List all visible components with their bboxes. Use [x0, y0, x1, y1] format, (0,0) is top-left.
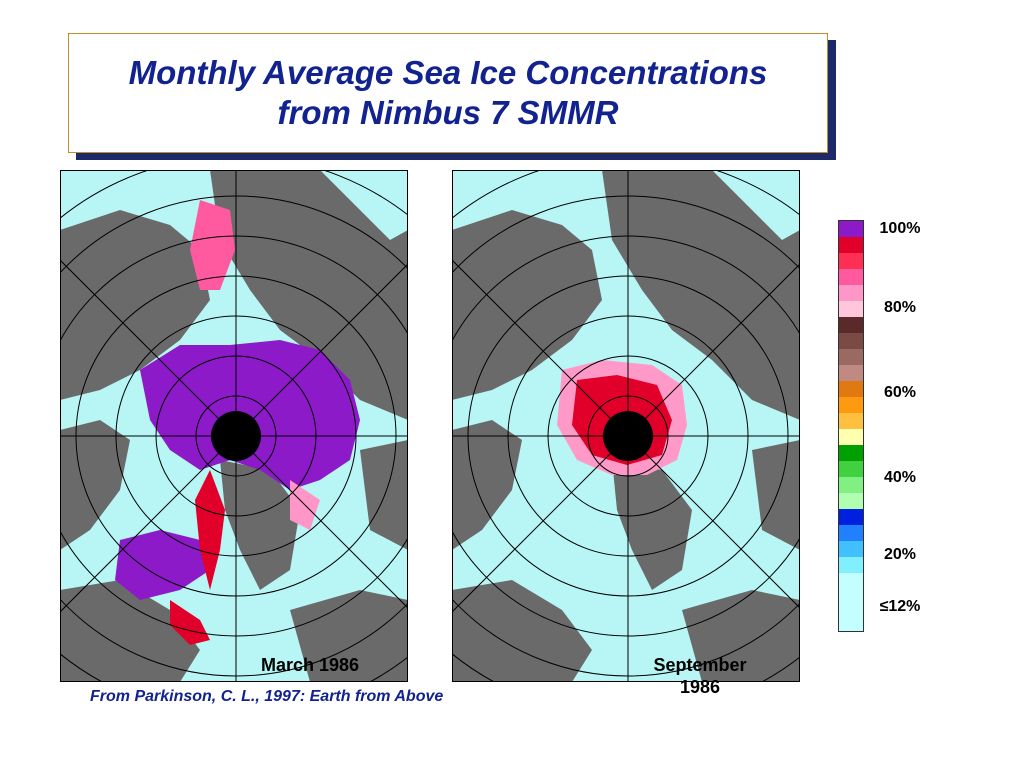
legend-swatch: [839, 557, 863, 573]
land: [452, 170, 800, 682]
legend-swatch: [839, 445, 863, 461]
legend-swatch: [839, 573, 863, 631]
legend-swatch: [839, 509, 863, 525]
legend-swatch: [839, 237, 863, 253]
legend-tick-100: 100%: [879, 220, 921, 237]
concentration-legend-bar: [838, 220, 864, 632]
legend-tick-60: 60%: [883, 384, 917, 401]
title-box: Monthly Average Sea Ice Concentrations f…: [68, 33, 828, 153]
legend-swatch: [839, 477, 863, 493]
title-line-2: from Nimbus 7 SMMR: [277, 94, 619, 131]
legend-swatch: [839, 429, 863, 445]
legend-swatch: [839, 285, 863, 301]
legend-swatch: [839, 461, 863, 477]
map-label-march: March 1986: [220, 654, 400, 676]
map-september-1986: [452, 170, 800, 682]
legend-swatch: [839, 317, 863, 333]
legend-swatch: [839, 253, 863, 269]
legend-swatch: [839, 493, 863, 509]
legend-swatch: [839, 221, 863, 237]
legend-swatch: [839, 349, 863, 365]
map-label-september-line1: September: [653, 655, 747, 675]
map-label-march-text: March 1986: [260, 655, 360, 675]
legend-tick-80: 80%: [883, 299, 917, 316]
title-line-1: Monthly Average Sea Ice Concentrations: [128, 54, 768, 91]
map-label-september-line2: 1986: [679, 677, 721, 697]
legend-swatch: [839, 525, 863, 541]
legend-tick-20: 20%: [883, 546, 917, 563]
legend-swatch: [839, 333, 863, 349]
source-citation: From Parkinson, C. L., 1997: Earth from …: [90, 688, 444, 705]
pole-hole: [603, 411, 653, 461]
legend-tick-12: ≤12%: [879, 598, 921, 615]
legend-swatch: [839, 381, 863, 397]
legend-swatch: [839, 397, 863, 413]
pole-hole: [211, 411, 261, 461]
land: [60, 170, 408, 682]
legend-tick-40: 40%: [883, 469, 917, 486]
map-label-september: September 1986: [620, 654, 780, 698]
legend-swatch: [839, 269, 863, 285]
legend-swatch: [839, 413, 863, 429]
map-march-1986: [60, 170, 408, 682]
legend-swatch: [839, 365, 863, 381]
legend-swatch: [839, 541, 863, 557]
legend-swatch: [839, 301, 863, 317]
